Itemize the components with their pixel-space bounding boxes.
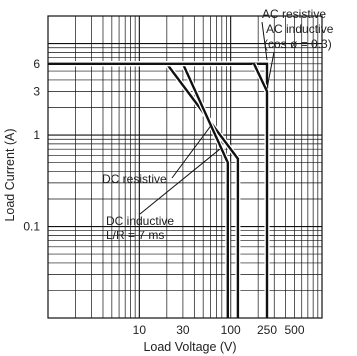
ac-inductive-label: AC inductive (266, 22, 334, 36)
series-1-line (48, 62, 230, 318)
y-tick-label: 6 (33, 57, 40, 71)
plot-frame (47, 15, 323, 319)
x-tick-label: 100 (221, 323, 241, 337)
series-0-halo (48, 61, 241, 318)
series-3-halo (251, 62, 270, 318)
y-tick-label: 0.1 (23, 220, 40, 234)
dc-inductive-label: DC inductive (106, 214, 174, 228)
series-3-line (252, 63, 269, 318)
tick-labels: 10 30 100 250 500 6 3 1 0.1 (23, 57, 305, 337)
x-tick-label: 250 (257, 323, 277, 337)
dc-resistive-label: DC resistive (102, 172, 167, 186)
series-0-line (48, 62, 240, 318)
dc-inductive-condition-label: L/R = 7 ms (106, 228, 164, 242)
ac-inductive-condition-label: (cos ø = 0.3) (264, 37, 332, 51)
ac-resistive-label: AC resistive (262, 7, 326, 21)
x-tick-label: 500 (284, 323, 304, 337)
ac-resistive-leader (261, 21, 268, 61)
dc-inductive-leader (139, 148, 221, 215)
ac-inductive-leader (266, 51, 275, 89)
dc-resistive-leader (171, 124, 213, 179)
x-tick-label: 30 (176, 323, 190, 337)
grid (48, 16, 322, 318)
y-axis-title: Load Current (A) (3, 128, 17, 221)
y-tick-label: 3 (33, 84, 40, 98)
series-2-halo (48, 61, 270, 318)
x-axis-title: Load Voltage (V) (143, 340, 236, 354)
annotation-leaders (139, 21, 275, 215)
x-tick-label: 10 (133, 323, 147, 337)
series-2-line (48, 62, 269, 318)
curves (48, 61, 270, 318)
y-tick-label: 1 (33, 128, 40, 142)
